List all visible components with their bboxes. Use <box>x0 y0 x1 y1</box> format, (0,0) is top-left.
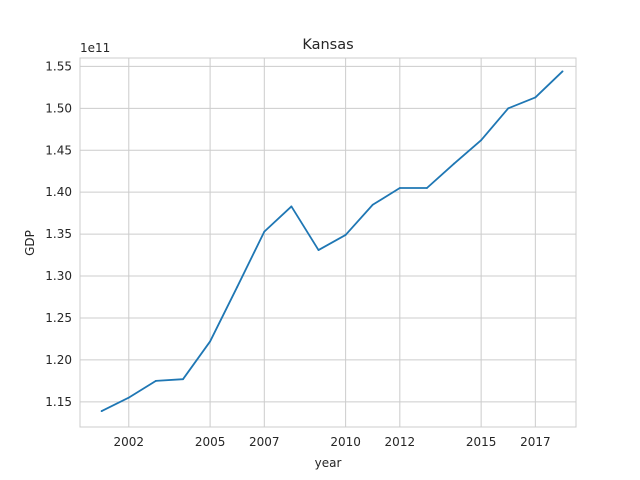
chart-title: Kansas <box>302 37 353 53</box>
data-point <box>371 203 374 206</box>
y-tick-label: 1.40 <box>45 185 72 199</box>
gdp-series-line <box>100 70 564 412</box>
y-tick-label: 1.15 <box>45 395 72 409</box>
y-tick-label: 1.35 <box>45 227 72 241</box>
y-axis-offset-label: 1e11 <box>80 41 110 55</box>
data-point <box>453 162 455 165</box>
series-layer <box>100 70 564 412</box>
y-axis-ticks: 1.15 1.20 1.25 1.30 1.35 1.40 1.45 1.50 1.55 <box>45 59 72 408</box>
plot-frame <box>79 57 577 428</box>
y-axis-label: GDP <box>23 230 37 256</box>
y-tick-label: 1.25 <box>45 311 72 325</box>
data-point <box>426 187 428 189</box>
x-tick-label: 2005 <box>195 435 226 449</box>
data-point <box>154 379 157 382</box>
y-tick-label: 1.50 <box>45 101 72 115</box>
data-point <box>127 396 130 399</box>
x-tick-label: 2007 <box>249 435 280 449</box>
x-axis-label: year <box>315 456 342 470</box>
x-tick-label: 2002 <box>114 435 145 449</box>
x-tick-label: 2012 <box>385 435 416 449</box>
data-point <box>317 249 320 251</box>
data-point <box>507 107 510 110</box>
y-tick-label: 1.30 <box>45 269 72 283</box>
data-point <box>209 340 211 343</box>
data-point <box>290 205 293 208</box>
y-tick-label: 1.55 <box>45 59 72 73</box>
x-axis-ticks: 2002 2005 2007 2010 2012 2015 2017 <box>114 435 551 449</box>
y-tick-label: 1.20 <box>45 353 72 367</box>
data-point <box>534 96 537 99</box>
x-tick-label: 2017 <box>520 435 551 449</box>
data-point <box>480 139 483 142</box>
x-tick-label: 2015 <box>466 435 497 449</box>
data-point <box>561 70 564 73</box>
data-point <box>263 230 266 233</box>
x-tick-label: 2010 <box>330 435 361 449</box>
data-point <box>182 378 184 381</box>
data-point <box>236 286 239 288</box>
data-point <box>344 234 347 236</box>
data-point <box>398 187 401 189</box>
data-point <box>100 410 103 412</box>
y-tick-label: 1.45 <box>45 143 72 157</box>
grid <box>80 58 576 427</box>
